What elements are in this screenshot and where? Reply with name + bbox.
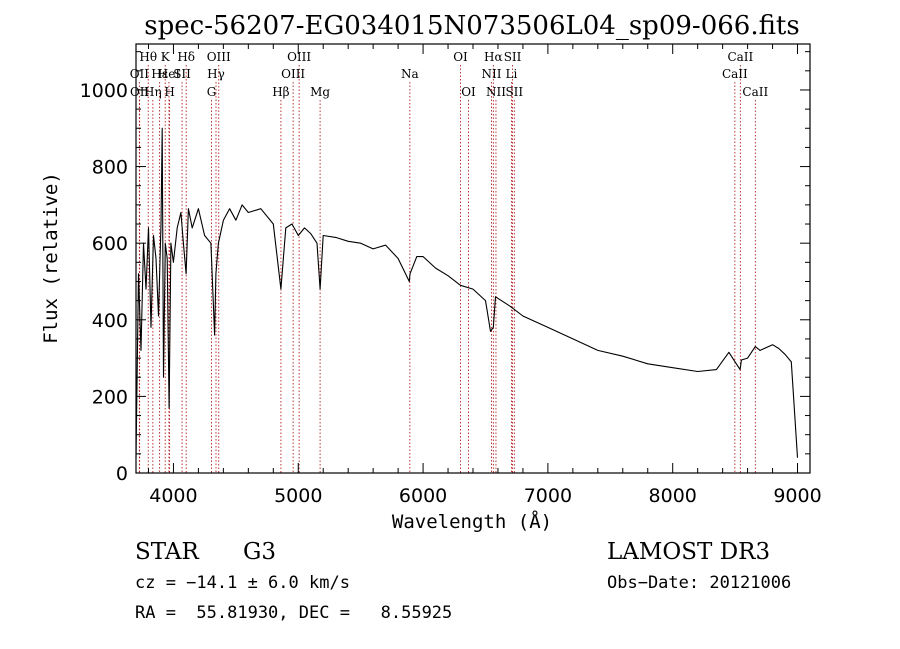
observation-date: Obs−Date: 20121006 — [607, 573, 792, 593]
redshift-value: cz = −14.1 ± 6.0 km/s — [135, 573, 350, 593]
line-label-4: Hη — [144, 85, 162, 99]
line-label-24: NII — [486, 85, 506, 99]
y-tick-label-5: 1000 — [80, 80, 128, 102]
y-tick-label-1: 200 — [92, 386, 128, 408]
x-tick-label-5: 9000 — [773, 485, 821, 507]
line-label-14: OIII — [287, 50, 311, 64]
x-tick-label-2: 6000 — [399, 485, 447, 507]
y-tick-label-4: 800 — [92, 157, 128, 179]
y-axis-label: Flux (relative) — [40, 172, 62, 344]
line-label-7: H — [164, 85, 174, 99]
line-label-16: Mg — [310, 85, 330, 99]
line-label-27: CaII — [722, 67, 748, 81]
y-tick-label-0: 0 — [116, 463, 128, 485]
x-axis-label: Wavelength (Å) — [392, 510, 552, 533]
y-tick-label-2: 400 — [92, 310, 128, 332]
line-label-1: OII — [130, 67, 150, 81]
line-label-21: SII — [504, 50, 522, 64]
spectral-subclass: G3 — [243, 539, 277, 565]
line-label-12: G — [207, 85, 217, 99]
x-tick-label-1: 5000 — [274, 485, 322, 507]
line-label-10: OIII — [207, 50, 231, 64]
line-label-15: OIII — [281, 67, 305, 81]
line-label-20: Hα — [484, 50, 503, 64]
x-tick-label-3: 7000 — [524, 485, 572, 507]
line-label-11: Hγ — [207, 67, 225, 81]
line-label-25: SII — [505, 85, 523, 99]
line-label-13: Hβ — [272, 85, 289, 99]
line-label-26: CaII — [727, 50, 753, 64]
line-label-0: Hθ — [139, 50, 157, 64]
line-label-3: Hε — [151, 67, 168, 81]
line-label-8: SII — [173, 67, 191, 81]
line-label-18: OI — [453, 50, 468, 64]
plot-frame — [135, 43, 811, 474]
line-label-5: K — [161, 50, 171, 64]
survey-name: LAMOST DR3 — [607, 539, 771, 565]
line-label-23: Li — [506, 67, 518, 81]
line-label-19: OI — [461, 85, 476, 99]
chart-title: spec-56207-EG034015N073506L04_sp09-066.f… — [144, 11, 799, 41]
line-label-9: Hδ — [177, 50, 195, 64]
spectrum-series-line — [135, 127, 799, 458]
y-tick-label-3: 600 — [92, 233, 128, 255]
coordinates: RA = 55.81930, DEC = 8.55925 — [135, 603, 453, 623]
object-class: STAR — [135, 539, 199, 565]
line-label-22: NII — [481, 67, 501, 81]
line-label-28: CaII — [742, 85, 768, 99]
x-tick-label-0: 4000 — [149, 485, 197, 507]
line-label-6: HeI — [158, 67, 181, 81]
line-label-17: Na — [401, 67, 419, 81]
line-label-2: OII — [130, 85, 150, 99]
x-tick-label-4: 8000 — [649, 485, 697, 507]
